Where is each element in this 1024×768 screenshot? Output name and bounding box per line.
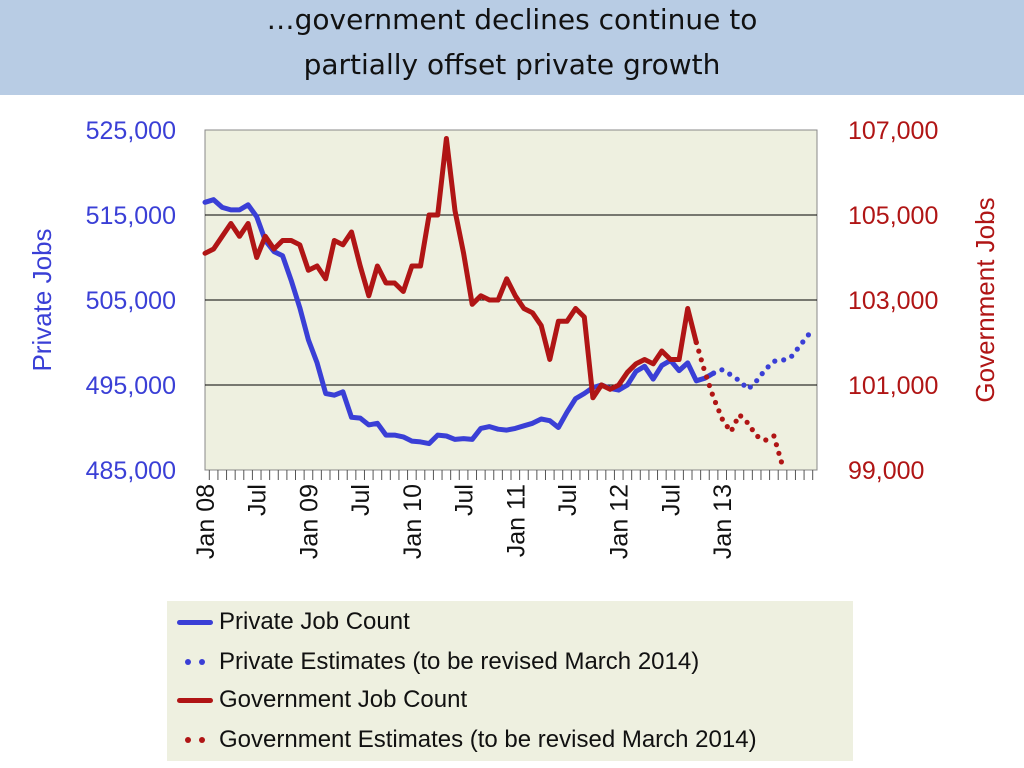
estimate-dot xyxy=(805,332,812,338)
x-tick-label: Jul xyxy=(554,484,582,516)
estimate-dot xyxy=(794,346,800,352)
estimate-dot xyxy=(744,419,750,425)
x-tick-label: Jan 09 xyxy=(295,484,323,559)
legend-label: Private Job Count xyxy=(219,608,410,635)
legend-label: Private Estimates (to be revised March 2… xyxy=(219,648,700,675)
estimate-dot xyxy=(772,358,778,364)
estimate-dot xyxy=(698,357,704,363)
estimate-dot xyxy=(734,376,740,382)
estimate-dot xyxy=(771,433,777,439)
series-dots-government-estimates xyxy=(693,339,785,465)
chart-legend: Private Job Count Private Estimates (to … xyxy=(167,601,853,761)
x-tick-label: Jan 11 xyxy=(502,484,530,557)
legend-item-government-count: Government Job Count xyxy=(175,683,467,717)
slide-title-line-1: …government declines continue to xyxy=(266,3,758,36)
x-tick-label: Jul xyxy=(244,484,272,516)
estimate-dot xyxy=(773,442,780,448)
estimate-dot xyxy=(800,339,806,345)
right-tick-label: 105,000 xyxy=(848,202,938,230)
estimate-dot xyxy=(693,339,699,346)
series-line-government xyxy=(202,136,699,401)
estimate-dot xyxy=(712,399,719,406)
x-tick-label: Jan 12 xyxy=(606,484,634,559)
left-tick-label: 505,000 xyxy=(86,287,176,315)
estimate-dot xyxy=(704,374,710,380)
estimate-dot xyxy=(716,408,722,414)
legend-swatch-government-dotted xyxy=(175,725,215,755)
left-axis-title: Private Jobs xyxy=(27,228,57,371)
left-tick-label: 515,000 xyxy=(86,202,176,230)
estimate-dot xyxy=(724,424,730,430)
legend-swatch-private-dotted xyxy=(175,647,215,677)
estimate-dot xyxy=(749,427,755,433)
right-axis-title: Government Jobs xyxy=(970,197,1000,402)
legend-swatch-private-solid xyxy=(175,607,215,637)
x-tick-label: Jul xyxy=(451,484,479,516)
slide-title-line-2: partially offset private growth xyxy=(303,48,721,81)
estimate-dot xyxy=(754,378,760,384)
legend-swatch-government-solid xyxy=(175,685,215,715)
series-dots-private-estimates xyxy=(711,332,812,390)
estimate-dot xyxy=(738,413,744,419)
series-line-private xyxy=(202,197,717,447)
estimate-dot xyxy=(696,348,702,354)
x-tick-label: Jul xyxy=(657,484,685,516)
estimate-dot xyxy=(701,365,707,371)
estimate-dot xyxy=(759,371,765,377)
jobs-line-chart: 525,000 515,000 505,000 495,000 485,000 107,0… xyxy=(27,117,1000,559)
legend-item-private-estimates: Private Estimates (to be revised March 2… xyxy=(175,645,699,679)
estimate-dot xyxy=(729,426,735,432)
legend-label: Government Estimates (to be revised Marc… xyxy=(219,726,757,753)
estimate-dot xyxy=(741,382,747,388)
estimate-dot xyxy=(719,367,725,373)
estimate-dot xyxy=(778,459,785,465)
estimate-dot xyxy=(765,364,771,370)
estimate-dot xyxy=(755,433,761,440)
right-tick-label: 107,000 xyxy=(848,117,938,145)
right-tick-label: 101,000 xyxy=(848,372,938,400)
estimate-dot xyxy=(709,391,715,397)
estimate-dot xyxy=(776,450,782,456)
x-tick-label: Jul xyxy=(347,484,375,516)
estimate-dot xyxy=(719,416,725,422)
left-tick-label: 485,000 xyxy=(86,457,176,485)
left-tick-label: 495,000 xyxy=(86,372,176,400)
estimate-dot xyxy=(727,371,733,377)
estimate-dot xyxy=(747,384,753,390)
x-tick-label: Jan 13 xyxy=(709,484,737,559)
left-tick-label: 525,000 xyxy=(86,117,176,145)
x-tick-label: Jan 10 xyxy=(399,484,427,559)
estimate-dot xyxy=(763,437,769,443)
title-band: …government declines continue to partial… xyxy=(0,0,1024,95)
legend-item-government-estimates: Government Estimates (to be revised Marc… xyxy=(175,723,757,757)
right-tick-label: 103,000 xyxy=(848,287,938,315)
legend-label: Government Job Count xyxy=(219,686,468,713)
right-tick-label: 99,000 xyxy=(848,457,924,485)
estimate-dot xyxy=(733,418,739,424)
estimate-dot xyxy=(706,382,713,389)
estimate-dot xyxy=(789,353,795,359)
x-tick-label: Jan 08 xyxy=(192,484,220,559)
legend-item-private-count: Private Job Count xyxy=(175,605,410,639)
estimate-dot xyxy=(711,370,717,376)
estimate-dot xyxy=(781,357,787,363)
